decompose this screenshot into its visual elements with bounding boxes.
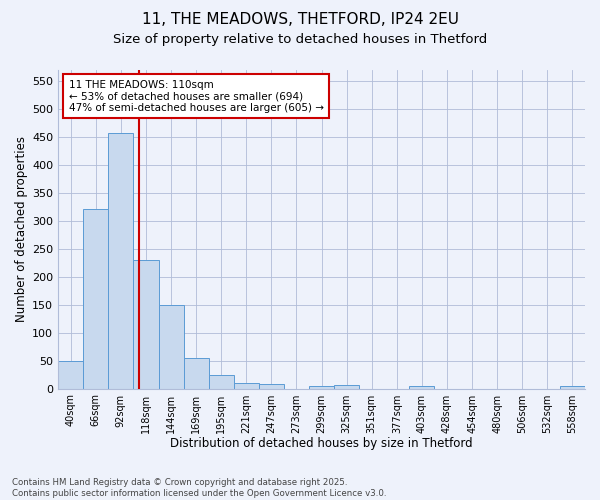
Bar (58, 360, 83, 388)
Bar (109, 133, 133, 388)
Bar (409, 386, 434, 388)
Bar (309, 386, 334, 388)
Bar (259, 384, 284, 388)
Bar (83, 208, 109, 388)
Text: 11, THE MEADOWS, THETFORD, IP24 2EU: 11, THE MEADOWS, THETFORD, IP24 2EU (142, 12, 458, 28)
Bar (133, 260, 158, 388)
Bar (209, 374, 234, 388)
Bar (158, 305, 184, 388)
Y-axis label: Number of detached properties: Number of detached properties (15, 136, 28, 322)
X-axis label: Distribution of detached houses by size in Thetford: Distribution of detached houses by size … (170, 437, 473, 450)
Bar (334, 385, 359, 388)
Text: 11 THE MEADOWS: 110sqm
← 53% of detached houses are smaller (694)
47% of semi-de: 11 THE MEADOWS: 110sqm ← 53% of detached… (68, 80, 323, 113)
Bar (234, 383, 259, 388)
Text: Contains HM Land Registry data © Crown copyright and database right 2025.
Contai: Contains HM Land Registry data © Crown c… (12, 478, 386, 498)
Bar (184, 358, 209, 388)
Text: Size of property relative to detached houses in Thetford: Size of property relative to detached ho… (113, 32, 487, 46)
Bar (560, 386, 585, 388)
